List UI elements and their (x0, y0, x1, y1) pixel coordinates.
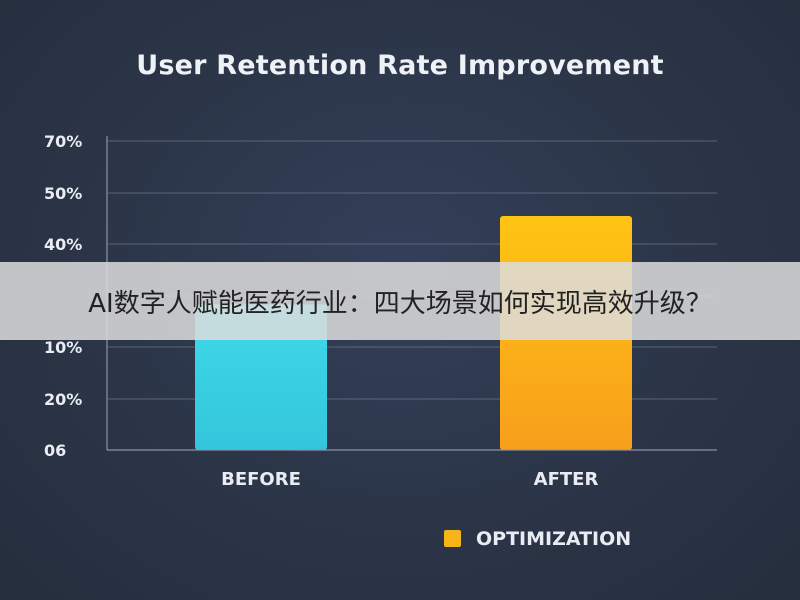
chart-title: User Retention Rate Improvement (136, 50, 664, 81)
banner-text: AI数字人赋能医药行业：四大场景如何实现高效升级？ (88, 288, 712, 319)
y-tick-label: 70% (44, 132, 82, 151)
bar-before (195, 304, 327, 450)
y-tick-label: 50% (44, 184, 82, 203)
y-tick-label: 06 (44, 441, 66, 460)
headline-banner: AI数字人赋能医药行业：四大场景如何实现高效升级？ (0, 262, 800, 340)
y-tick-label: 20% (44, 390, 82, 409)
x-category-label: BEFORE (221, 469, 301, 490)
y-tick-label: 40% (44, 235, 82, 254)
y-tick-label: 10% (44, 338, 82, 357)
x-category-label: AFTER (534, 469, 599, 490)
legend-swatch (444, 530, 461, 547)
legend-label: OPTIMIZATION (476, 528, 631, 550)
